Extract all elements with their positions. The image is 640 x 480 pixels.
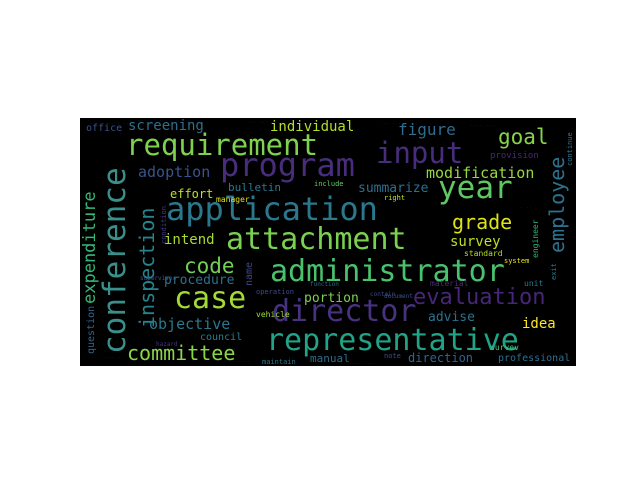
word-code: code: [184, 254, 235, 278]
word-bulletin: bulletin: [228, 181, 281, 194]
word-continue: continue: [566, 132, 574, 166]
word-survev: survev: [490, 343, 519, 352]
word-idea: idea: [522, 316, 556, 332]
word-grade: grade: [452, 210, 512, 234]
word-supervisor: supervisor: [140, 275, 177, 282]
word-system: system: [504, 257, 529, 265]
word-summarize: summarize: [358, 181, 429, 196]
word-evaluation: evaluation: [413, 285, 545, 310]
word-contain: contain: [370, 291, 396, 298]
svg-text:.. ... ....: .. ... ....: [250, 119, 283, 125]
word-cloud-canvas: ........ . .. ... .. ... .... ... ..... …: [80, 118, 574, 366]
word-attachment: attachment: [226, 222, 407, 257]
word-individual: individual: [270, 119, 354, 135]
word-council: council: [200, 332, 242, 343]
word-operation: operation: [256, 288, 294, 296]
word-name: name: [244, 262, 255, 286]
word-right: right: [384, 194, 405, 202]
word-include: include: [314, 180, 344, 188]
word-modification: modification: [426, 164, 534, 182]
word-adoption: adoption: [138, 163, 210, 181]
word-hazard: hazard: [156, 341, 178, 348]
word-year: year: [438, 170, 513, 206]
word-expenditure: expenditure: [80, 191, 100, 304]
word-administrator: administrator: [270, 254, 505, 289]
word-condition: condition: [160, 206, 168, 244]
word-question: question: [86, 306, 97, 354]
word-procedure: procedure: [164, 273, 235, 288]
word-manual: manual: [310, 352, 350, 365]
svg-text:.. .... ...: .. .... ...: [340, 360, 373, 366]
word-application: application: [166, 190, 378, 228]
word-goal: goal: [498, 125, 549, 149]
word-case: case: [174, 281, 246, 316]
word-advise: advise: [428, 310, 475, 325]
svg-text:. ..: . ..: [520, 204, 532, 210]
word-figure: figure: [398, 120, 456, 139]
svg-text:....: ....: [510, 358, 522, 364]
word-committee: committee: [127, 341, 235, 365]
word-document: document: [384, 293, 413, 300]
svg-text:..: ..: [98, 174, 104, 180]
word-inspection: inspection: [135, 208, 159, 328]
svg-text:........ . .. ...: ........ . .. ...: [90, 120, 141, 126]
word-standard: standard: [464, 249, 503, 258]
svg-text:... . ....: ... . ....: [220, 358, 250, 364]
word-effort: effort: [170, 187, 213, 201]
word-cloud: ........ . .. ... .. ... .... ... ..... …: [80, 118, 576, 366]
word-requirement: requirement: [126, 128, 318, 162]
word-note: note: [384, 352, 401, 360]
word-direction: direction: [408, 351, 473, 365]
word-input: input: [376, 136, 463, 170]
background-texture: ........ . .. ... .. ... .... ... ..... …: [82, 119, 532, 366]
word-survey: survey: [450, 234, 501, 250]
word-material: material: [430, 279, 469, 288]
word-portion: portion: [304, 291, 359, 306]
word-intend: intend: [164, 232, 215, 248]
word-engineer: engineer: [531, 219, 540, 258]
word-director: director: [272, 294, 417, 329]
word-exit: exit: [550, 263, 558, 280]
svg-text:.... ...: .... ...: [470, 122, 494, 128]
word-program: program: [220, 146, 355, 184]
word-office: office: [86, 123, 122, 134]
word-function: function: [310, 281, 339, 288]
word-vehicle: vehicle: [256, 310, 290, 319]
word-screening: screening: [128, 118, 204, 134]
word-provision: provision: [490, 151, 539, 161]
word-employee: employee: [545, 157, 569, 253]
word-objective: objective: [149, 315, 230, 333]
word-manager: manager: [216, 195, 250, 204]
svg-text:. .... .... ..: . .... .... ..: [82, 354, 124, 360]
word-maintain: maintain: [262, 358, 296, 366]
word-conference: conference: [97, 167, 133, 354]
word-representative: representative: [266, 323, 519, 358]
word-professional: professional: [498, 353, 570, 364]
word-unit: unit: [524, 279, 543, 288]
svg-text:... ..... ..: ... ..... ..: [380, 120, 416, 126]
